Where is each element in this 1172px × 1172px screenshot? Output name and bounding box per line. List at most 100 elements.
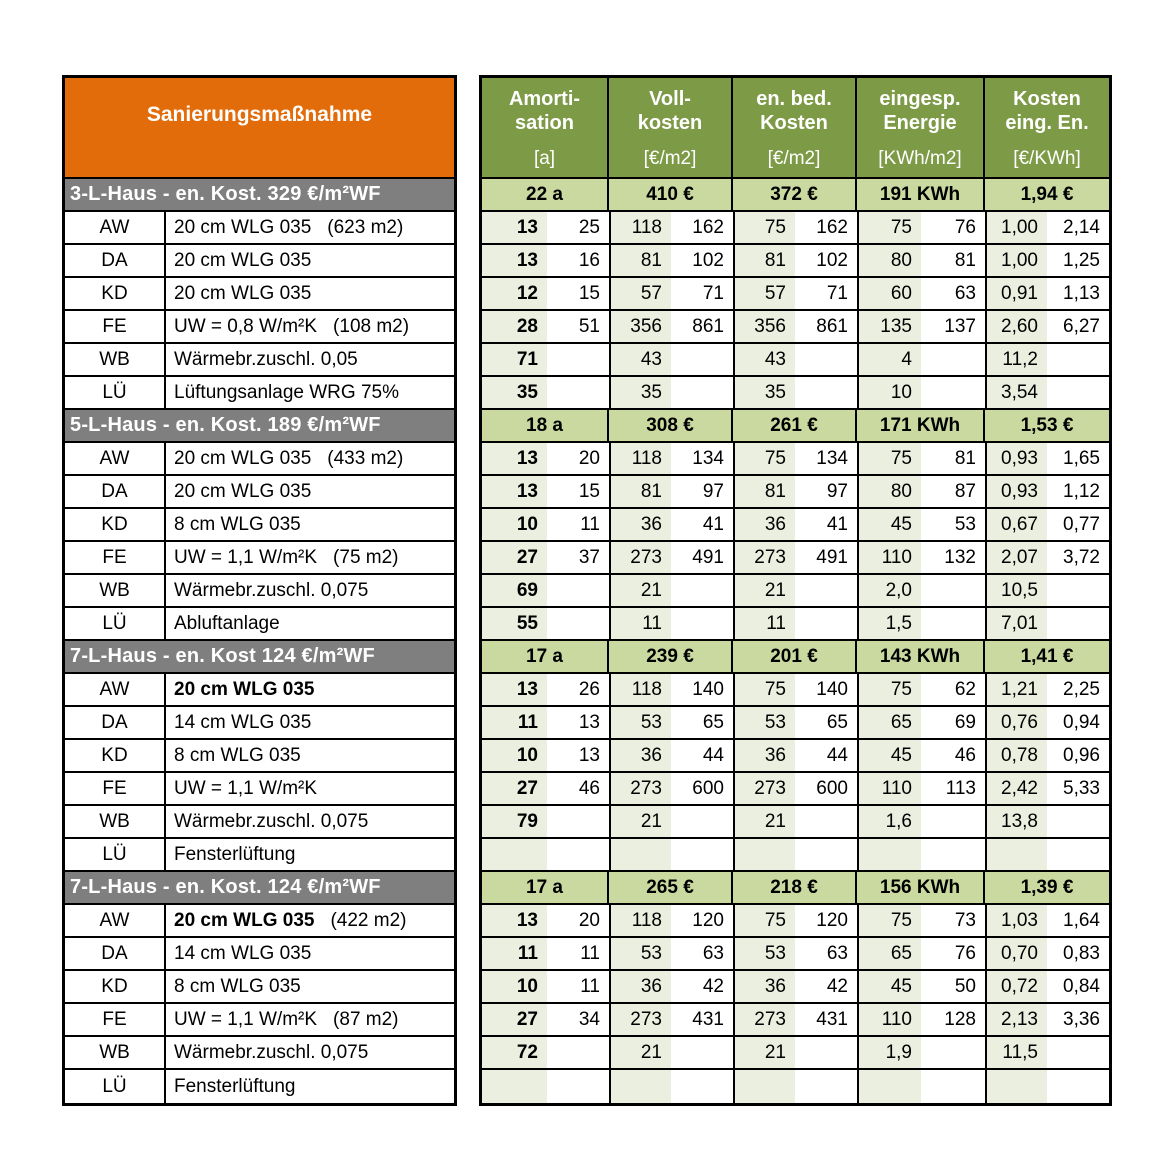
row-description: UW = 1,1 W/m²K (87 m2) <box>166 1004 454 1035</box>
value-cell: 0,91 <box>985 278 1047 309</box>
value-cell: 1,00 <box>985 212 1047 243</box>
column-header-title-line: Kosten <box>1013 88 1081 110</box>
table-row: 13 20 118 134 75 134 75 81 0,93 1,65 <box>482 443 1109 476</box>
summary-cell: 22 a <box>482 179 609 210</box>
row-description: 8 cm WLG 035 <box>166 740 454 771</box>
value-cell: 41 <box>795 509 857 540</box>
row-description-text: Fensterlüftung <box>174 1075 296 1097</box>
value-cell <box>795 575 857 606</box>
value-cell: 10,5 <box>985 575 1047 606</box>
value-cell <box>985 1070 1047 1103</box>
row-description: 20 cm WLG 035 (433 m2) <box>166 443 454 474</box>
value-cell: 273 <box>609 1004 671 1035</box>
row-description: 8 cm WLG 035 <box>166 509 454 540</box>
row-label: LÜ <box>65 608 166 639</box>
value-cell <box>1047 1037 1109 1068</box>
row-label: KD <box>65 509 166 540</box>
row-label: LÜ <box>65 1070 166 1103</box>
column-header-title-line: eing. En. <box>1005 112 1089 135</box>
results-table: Amorti-sation [a] Voll-kosten [€/m2] en. bed… <box>479 75 1112 1106</box>
row-description: Fensterlüftung <box>166 1070 454 1103</box>
value-cell: 0,84 <box>1047 971 1109 1002</box>
value-cell: 42 <box>795 971 857 1002</box>
value-cell <box>921 377 985 408</box>
value-cell: 11 <box>609 608 671 639</box>
value-cell: 46 <box>921 740 985 771</box>
row-description-text: 14 cm WLG 035 <box>174 942 312 964</box>
value-cell <box>482 839 547 870</box>
row-area-text: (87 m2) <box>333 1008 399 1030</box>
row-description-text: UW = 0,8 W/m²K <box>174 315 318 337</box>
column-header-title-line: eingesp. <box>879 88 961 110</box>
value-cell <box>795 806 857 837</box>
summary-cell: 1,53 € <box>985 410 1109 441</box>
value-cell <box>671 575 733 606</box>
value-cell: 2,0 <box>857 575 921 606</box>
value-cell: 41 <box>671 509 733 540</box>
value-cell: 118 <box>609 212 671 243</box>
summary-row: 17 a 265 €218 €156 KWh 1,39 € <box>482 872 1109 905</box>
value-cell <box>985 839 1047 870</box>
column-header-unit: [€/m2] <box>767 148 821 169</box>
value-cell: 81 <box>921 245 985 276</box>
value-cell: 11 <box>482 938 547 969</box>
column-header-title-line: Energie <box>883 112 957 135</box>
value-cell: 76 <box>921 938 985 969</box>
value-cell: 36 <box>733 740 795 771</box>
measure-row: WB Wärmebr.zuschl. 0,075 <box>65 806 454 839</box>
value-cell: 11,5 <box>985 1037 1047 1068</box>
value-cell: 140 <box>795 674 857 705</box>
row-description-text: Wärmebr.zuschl. 0,05 <box>174 348 358 370</box>
value-cell: 45 <box>857 740 921 771</box>
summary-cell: 372 € <box>733 179 857 210</box>
table-row: 10 11 36 42 36 42 45 50 0,72 0,84 <box>482 971 1109 1004</box>
value-cell: 12 <box>482 278 547 309</box>
value-cell: 11 <box>547 971 609 1002</box>
value-cell: 10 <box>482 971 547 1002</box>
value-cell: 2,42 <box>985 773 1047 804</box>
value-cell: 27 <box>482 773 547 804</box>
value-cell: 1,9 <box>857 1037 921 1068</box>
value-cell: 35 <box>609 377 671 408</box>
row-label: KD <box>65 740 166 771</box>
row-description-text: Lüftungsanlage WRG 75% <box>174 381 399 403</box>
value-cell <box>671 377 733 408</box>
row-area-text: (433 m2) <box>327 447 404 469</box>
row-description: Wärmebr.zuschl. 0,075 <box>166 575 454 606</box>
measure-row: DA 20 cm WLG 035 <box>65 476 454 509</box>
value-cell: 0,67 <box>985 509 1047 540</box>
measures-table-title: Sanierungsmaßnahme <box>65 78 454 179</box>
table-row: 72 21 21 1,9 11,5 <box>482 1037 1109 1070</box>
value-cell: 55 <box>482 608 547 639</box>
value-cell: 71 <box>482 344 547 375</box>
row-description-text: UW = 1,1 W/m²K <box>174 777 318 799</box>
row-area-text: (108 m2) <box>333 315 410 337</box>
value-cell: 81 <box>609 245 671 276</box>
value-cell <box>547 344 609 375</box>
value-cell: 2,60 <box>985 311 1047 342</box>
value-cell: 36 <box>733 509 795 540</box>
value-cell: 273 <box>609 773 671 804</box>
column-header-unit: [a] <box>533 148 556 169</box>
row-description: Wärmebr.zuschl. 0,075 <box>166 806 454 837</box>
value-cell: 13,8 <box>985 806 1047 837</box>
value-cell: 75 <box>733 905 795 936</box>
value-cell: 46 <box>547 773 609 804</box>
value-cell: 97 <box>795 476 857 507</box>
value-cell: 62 <box>921 674 985 705</box>
value-cell: 118 <box>609 905 671 936</box>
summary-cell: 265 € <box>609 872 733 903</box>
value-cell: 43 <box>733 344 795 375</box>
value-cell: 35 <box>733 377 795 408</box>
table-row: 27 46 273 600 273 600 110 113 2,42 5,33 <box>482 773 1109 806</box>
value-cell <box>482 1070 547 1103</box>
value-cell: 273 <box>733 773 795 804</box>
summary-cell: 410 € <box>609 179 733 210</box>
value-cell: 53 <box>609 938 671 969</box>
value-cell: 431 <box>795 1004 857 1035</box>
value-cell: 21 <box>609 806 671 837</box>
column-header-title-line: kosten <box>637 112 703 135</box>
value-cell <box>921 344 985 375</box>
section-header: 3-L-Haus - en. Kost. 329 €/m²WF <box>65 179 454 212</box>
value-cell: 162 <box>671 212 733 243</box>
